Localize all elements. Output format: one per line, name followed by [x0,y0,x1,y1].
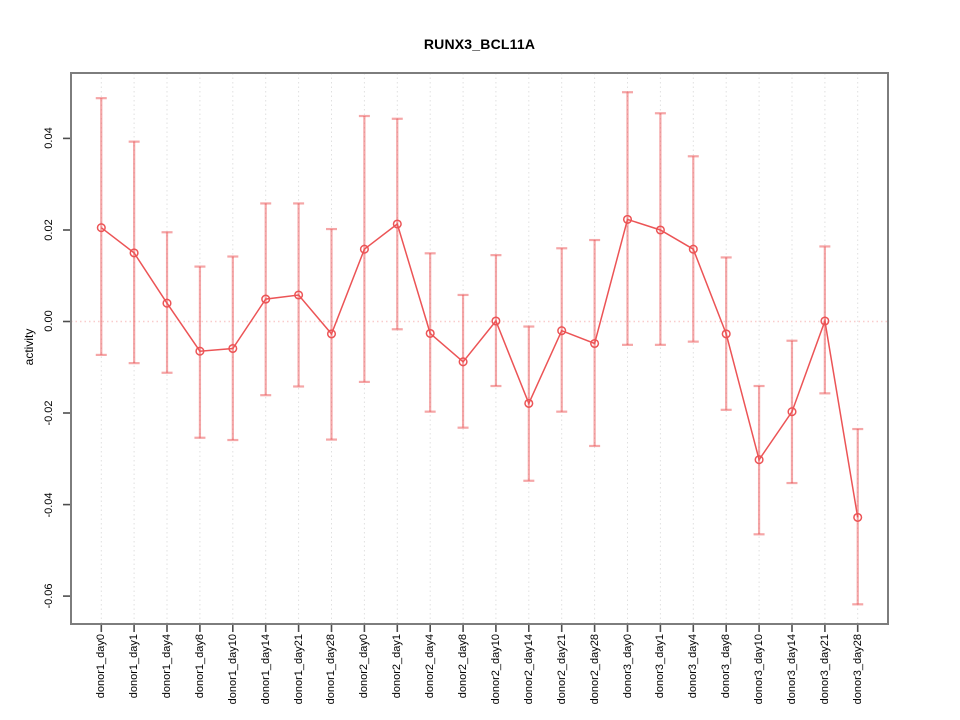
x-tick-label: donor1_day14 [259,634,272,705]
x-tick-label: donor2_day10 [489,634,502,705]
x-tick-label: donor1_day8 [193,634,206,699]
x-tick-label: donor1_day21 [292,634,305,705]
x-tick-label: donor1_day10 [226,634,239,705]
y-tick-label: 0.02 [43,219,55,241]
y-tick-label: -0.04 [43,492,55,518]
y-tick-label: 0.00 [43,310,55,333]
x-tick-label: donor3_day14 [785,634,798,705]
x-tick-label: donor1_day4 [161,634,174,699]
x-tick-label: donor2_day4 [424,634,437,699]
x-tick-label: donor2_day14 [522,634,535,705]
x-tick-label: donor3_day0 [621,634,634,699]
x-tick-label: donor1_day28 [325,634,338,705]
y-tick-label: -0.02 [43,400,55,426]
x-tick-label: donor1_day0 [95,634,108,699]
y-tick-label: -0.06 [43,583,55,609]
x-tick-label: donor3_day4 [687,634,700,699]
y-tick-label: 0.04 [43,127,55,150]
x-tick-label: donor3_day1 [654,634,667,699]
x-tick-label: donor3_day8 [720,634,733,699]
chart-title: RUNX3_BCL11A [423,36,536,52]
x-tick-label: donor3_day28 [851,634,864,705]
x-tick-label: donor1_day1 [128,634,141,699]
x-tick-label: donor3_day10 [753,634,766,705]
x-tick-label: donor2_day21 [555,634,568,705]
x-tick-label: donor2_day1 [391,634,404,699]
x-tick-label: donor2_day0 [358,634,371,699]
x-tick-label: donor3_day21 [818,634,831,705]
x-tick-label: donor2_day8 [457,634,470,699]
y-axis-title: activity [22,328,36,366]
x-tick-label: donor2_day28 [588,634,601,705]
